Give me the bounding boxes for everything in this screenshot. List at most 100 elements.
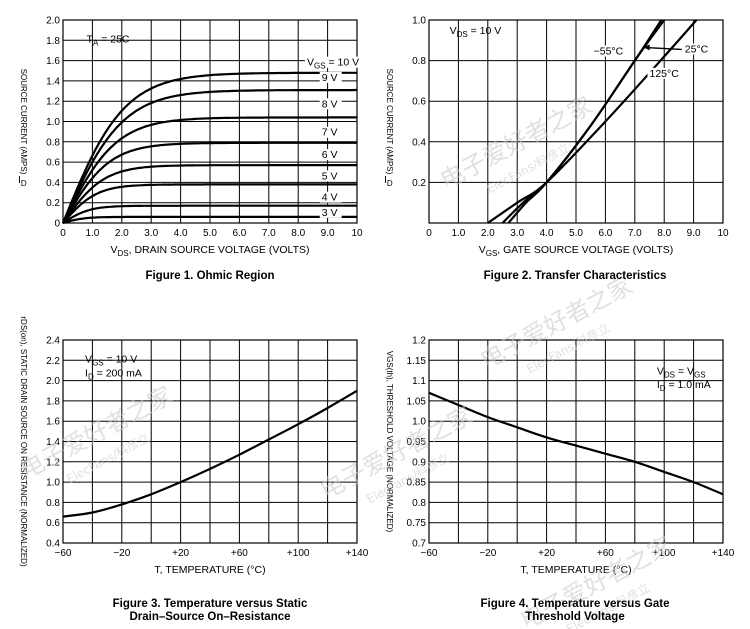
fig2-ytick-label: 0.6 <box>412 97 426 108</box>
fig1-series-label: 9 V <box>322 72 338 84</box>
fig3-xtick-label: +20 <box>172 548 189 559</box>
fig2-ytick-label: 0.8 <box>412 56 426 67</box>
fig1-ylabel: SOURCE CURRENT (AMPS) <box>19 69 28 175</box>
fig1-xtick-label: 4.0 <box>174 228 188 239</box>
fig1-series-label: 6 V <box>322 149 338 161</box>
fig2-xlabel: VGS, GATE SOURCE VOLTAGE (VOLTS) <box>479 244 674 258</box>
fig1-ytick-label: 1.8 <box>46 36 60 47</box>
fig1-frame <box>62 19 358 224</box>
fig4-xtick-label: +60 <box>597 548 614 559</box>
fig1-xtick-label: 1.0 <box>85 228 99 239</box>
fig3-ytick-label: 0.4 <box>46 539 60 550</box>
fig2-series-label-bg <box>682 43 711 55</box>
fig3-series-line <box>62 389 358 518</box>
fig4-xtick-label: +140 <box>712 548 735 559</box>
fig1-series-line <box>62 183 357 224</box>
fig3-xtick-label: +60 <box>231 548 248 559</box>
fig1-xtick-label: 8.0 <box>291 228 305 239</box>
fig2-xtick-label: 8.0 <box>657 228 671 239</box>
fig1-xtick-label: 6.0 <box>232 228 246 239</box>
fig2-frame <box>428 19 724 224</box>
fig2-xtick-label: 5.0 <box>569 228 583 239</box>
fig3-xtick-label: +140 <box>346 548 369 559</box>
fig4-ytick-label: 0.8 <box>412 498 426 509</box>
fig1-series-label-bg <box>319 149 342 161</box>
fig1-series-label-bg <box>305 56 378 68</box>
fig1-series-line <box>62 116 357 224</box>
fig3-xtick-label: −20 <box>113 548 130 559</box>
fig1-ytick-label: 1.6 <box>46 56 60 67</box>
fig4-caption: Figure 4. Temperature versus Gate Thresh… <box>480 598 670 623</box>
fig2-xtick-label: 7.0 <box>628 228 642 239</box>
fig2-xtick-label: 1.0 <box>451 228 465 239</box>
fig4-series-line <box>428 391 724 496</box>
fig3-ytick-label: 1.4 <box>46 437 60 448</box>
fig3-ytick-label: 1.8 <box>46 396 60 407</box>
fig2-ylabel: SOURCE CURRENT (AMPS) <box>385 69 394 175</box>
fig1-series-label: VGS = 10 V <box>307 57 359 71</box>
fig4-annotation: ID = 1.0 mA <box>657 379 711 393</box>
fig3-ytick-label: 0.6 <box>46 518 60 529</box>
fig4-annotation: VDS = VGS <box>657 366 706 380</box>
fig1-ytick-label: 2.0 <box>46 16 60 27</box>
fig2-series-label-bg <box>647 67 682 79</box>
fig4-chart: −60 −20 +20 +60 +100 +140 0.7 0.75 0.8 0.85 0.9 0.9… <box>385 336 735 577</box>
fig3-ytick-label: 1.6 <box>46 417 60 428</box>
fig1-xtick-label: 5.0 <box>203 228 217 239</box>
fig1-xtick-label: 2.0 <box>115 228 129 239</box>
fig1-ytick-label: 1.4 <box>46 76 60 87</box>
fig2-chart: 0 1.0 2.0 3.0 4.0 5.0 6.0 7.0 8.0 9.0 10 0.2 0.4 0.6 0… <box>384 16 729 259</box>
fig1-series-line <box>62 215 357 225</box>
fig2-xtick-label: 9.0 <box>687 228 701 239</box>
fig2-series-label: 125°C <box>650 68 680 80</box>
fig2-label-arrowhead <box>643 44 650 51</box>
fig3-ytick-label: 2.0 <box>46 376 60 387</box>
fig2-ytick-label: 0.2 <box>412 178 426 189</box>
fig4-xlabel: T, TEMPERATURE (°C) <box>520 564 631 576</box>
fig4-frame <box>428 339 724 544</box>
fig1-xlabel: VDS, DRAIN SOURCE VOLTAGE (VOLTS) <box>111 244 310 258</box>
fig2-caption: Figure 2. Transfer Characteristics <box>483 270 667 282</box>
fig1-ytick-label: 1.2 <box>46 97 60 108</box>
fig3-annotation: ID = 200 mA <box>85 368 142 382</box>
fig1-series-label: 8 V <box>322 98 338 110</box>
fig1-xtick-label: 3.0 <box>144 228 158 239</box>
fig4-ytick-label: 0.7 <box>412 539 426 550</box>
fig1-series-label-bg <box>319 71 342 83</box>
fig4-ytick-label: 1.2 <box>412 336 426 347</box>
fig2-ylabel-symbol: ID <box>384 174 393 188</box>
fig4-ytick-label: 1.0 <box>412 417 426 428</box>
fig2-xtick-label: 10 <box>717 228 729 239</box>
fig4-ytick-label: 1.05 <box>407 396 427 407</box>
fig2-annotation: VDS = 10 V <box>450 25 502 39</box>
fig1-series-line <box>62 163 357 224</box>
fig1-ytick-label: 0 <box>54 219 60 230</box>
fig4-ytick-label: 0.9 <box>412 457 426 468</box>
fig1-series-label: 4 V <box>322 192 338 204</box>
fig2-ytick-label: 0.4 <box>412 137 426 148</box>
fig4-ytick-label: 1.1 <box>412 376 426 387</box>
fig3-ytick-label: 0.8 <box>46 498 60 509</box>
fig3-ytick-label: 1.2 <box>46 457 60 468</box>
fig2-ytick-label: 1.0 <box>412 16 426 27</box>
fig1-series-label-bg <box>319 170 342 182</box>
fig1-series-line <box>62 204 357 224</box>
fig2-series-line <box>487 19 698 224</box>
fig2-series-line <box>507 19 666 224</box>
fig1-ytick-label: 1.0 <box>46 117 60 128</box>
fig3-ytick-label: 2.4 <box>46 336 60 347</box>
fig3-xlabel: T, TEMPERATURE (°C) <box>154 564 265 576</box>
fig3-ylabel: rDS(on), STATIC DRAIN SOURCE ON RESISTAN… <box>19 316 28 567</box>
fig1-series-label: 3 V <box>322 207 338 219</box>
fig1-series-label-bg <box>319 98 342 110</box>
fig1-series-label: 5 V <box>322 170 338 182</box>
fig3-frame <box>62 339 358 544</box>
fig4-xtick-label: +100 <box>653 548 676 559</box>
fig1-ytick-label: 0.2 <box>46 198 60 209</box>
fig3-caption: Figure 3. Temperature versus Static Drai… <box>112 598 308 623</box>
fig2-series-label: 25°C <box>685 43 709 55</box>
fig1-series-label-bg <box>319 191 342 203</box>
fig4-ytick-label: 1.15 <box>407 356 427 367</box>
fig4-xtick-label: −20 <box>479 548 496 559</box>
